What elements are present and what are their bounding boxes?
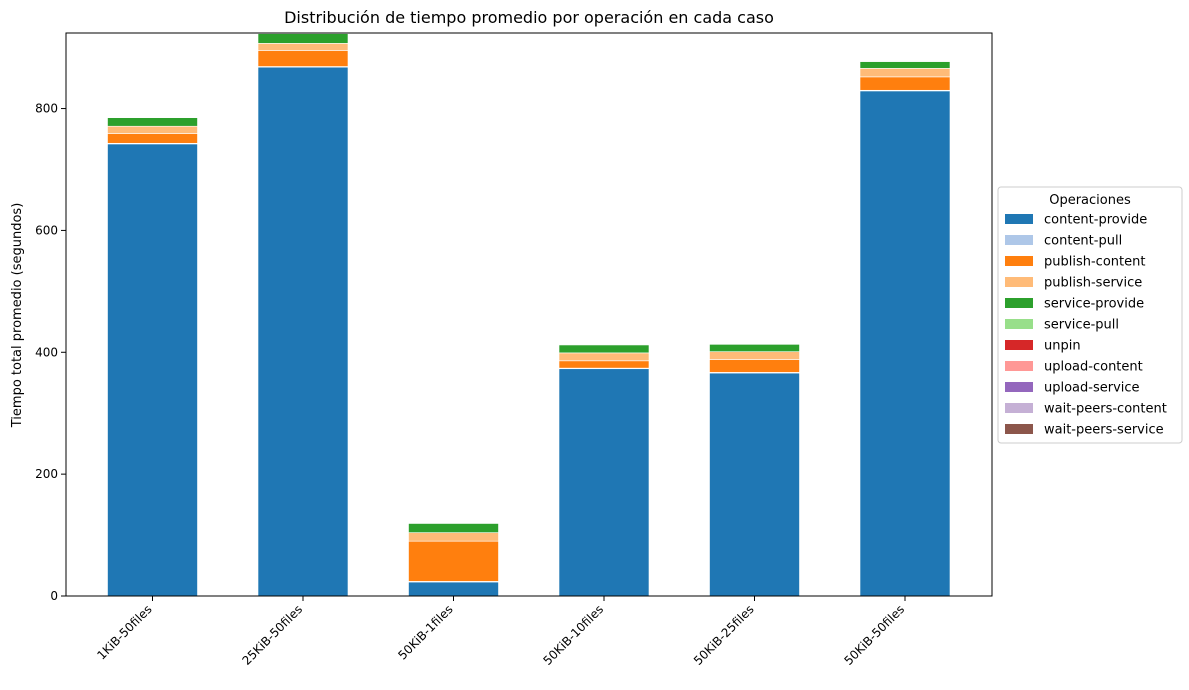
legend-swatch-content-provide <box>1005 214 1033 224</box>
legend-label-upload-service: upload-service <box>1044 381 1140 396</box>
legend-label-upload-content: upload-content <box>1044 360 1143 375</box>
y-axis-label: Tiempo total promedio (segundos) <box>10 203 25 429</box>
y-axis-ticks: 0 200 400 600 800 <box>35 102 66 603</box>
legend-label-content-pull: content-pull <box>1044 234 1122 249</box>
bar-segment-publish-service-50KiB-50files <box>859 68 951 78</box>
legend-label-wait-peers-content: wait-peers-content <box>1044 402 1167 417</box>
legend-swatch-service-provide <box>1005 298 1033 308</box>
y-tick-label: 400 <box>35 345 58 359</box>
legend-swatch-content-pull <box>1005 235 1033 245</box>
bar-segment-publish-content-50KiB-1files <box>408 540 499 582</box>
legend-swatch-publish-content <box>1005 256 1033 266</box>
bar-segment-publish-content-25KiB-50files <box>257 50 349 67</box>
bar-segment-publish-content-50KiB-50files <box>859 76 951 91</box>
bar-segment-publish-content-50KiB-25files <box>709 359 800 373</box>
y-tick-label: 600 <box>35 223 58 237</box>
bar-segment-publish-service-50KiB-25files <box>709 351 800 360</box>
bar-segment-service-provide-50KiB-50files <box>859 61 951 69</box>
bars-layer <box>107 33 951 597</box>
legend-swatch-upload-content <box>1005 361 1033 371</box>
legend-swatch-publish-service <box>1005 277 1033 287</box>
bar-segment-content-provide-1KiB-50files <box>107 143 198 597</box>
legend-swatch-wait-peers-content <box>1005 403 1033 413</box>
legend-frame <box>997 186 1183 444</box>
legend-label-wait-peers-service: wait-peers-service <box>1044 423 1164 438</box>
bar-segment-content-provide-25KiB-50files <box>257 66 349 597</box>
y-tick-label: 0 <box>50 589 58 603</box>
bar-segment-service-provide-50KiB-10files <box>558 344 650 354</box>
bar-segment-service-provide-50KiB-1files <box>408 523 499 533</box>
bar-segment-content-provide-50KiB-10files <box>558 368 650 597</box>
bar-segment-service-provide-25KiB-50files <box>257 33 349 44</box>
legend-label-content-provide: content-provide <box>1044 213 1147 228</box>
bar-segment-publish-service-50KiB-1files <box>408 532 499 542</box>
plot-frame <box>65 32 993 597</box>
legend-label-unpin: unpin <box>1044 339 1081 354</box>
y-tick-label: 200 <box>35 467 58 481</box>
legend-swatch-upload-service <box>1005 382 1033 392</box>
bar-segment-publish-content-50KiB-10files <box>558 360 650 369</box>
chart-title: Distribución de tiempo promedio por oper… <box>284 8 774 27</box>
legend-label-service-provide: service-provide <box>1044 297 1144 312</box>
bar-segment-publish-service-50KiB-10files <box>558 352 650 362</box>
legend-label-publish-service: publish-service <box>1044 276 1142 291</box>
bar-segment-publish-service-1KiB-50files <box>107 125 198 134</box>
legend-swatch-service-pull <box>1005 319 1033 329</box>
legend-label-publish-content: publish-content <box>1044 255 1145 270</box>
legend-swatch-wait-peers-service <box>1005 424 1033 434</box>
legend-title: Operaciones <box>1049 193 1131 208</box>
bar-segment-service-provide-1KiB-50files <box>107 117 198 127</box>
legend-swatch-unpin <box>1005 340 1033 350</box>
bar-segment-content-provide-50KiB-25files <box>709 372 800 597</box>
bar-segment-service-provide-50KiB-25files <box>709 344 800 352</box>
bar-segment-publish-service-25KiB-50files <box>257 43 349 51</box>
bar-segment-publish-content-1KiB-50files <box>107 133 198 144</box>
legend-label-service-pull: service-pull <box>1044 318 1119 333</box>
legend-items: content-provide content-pull publish-conte… <box>1005 213 1167 438</box>
bar-segment-content-provide-50KiB-1files <box>408 581 499 597</box>
legend: Operaciones content-provide content-pull p… <box>997 186 1183 444</box>
bar-segment-content-provide-50KiB-50files <box>859 90 951 597</box>
y-tick-label: 800 <box>35 102 58 116</box>
